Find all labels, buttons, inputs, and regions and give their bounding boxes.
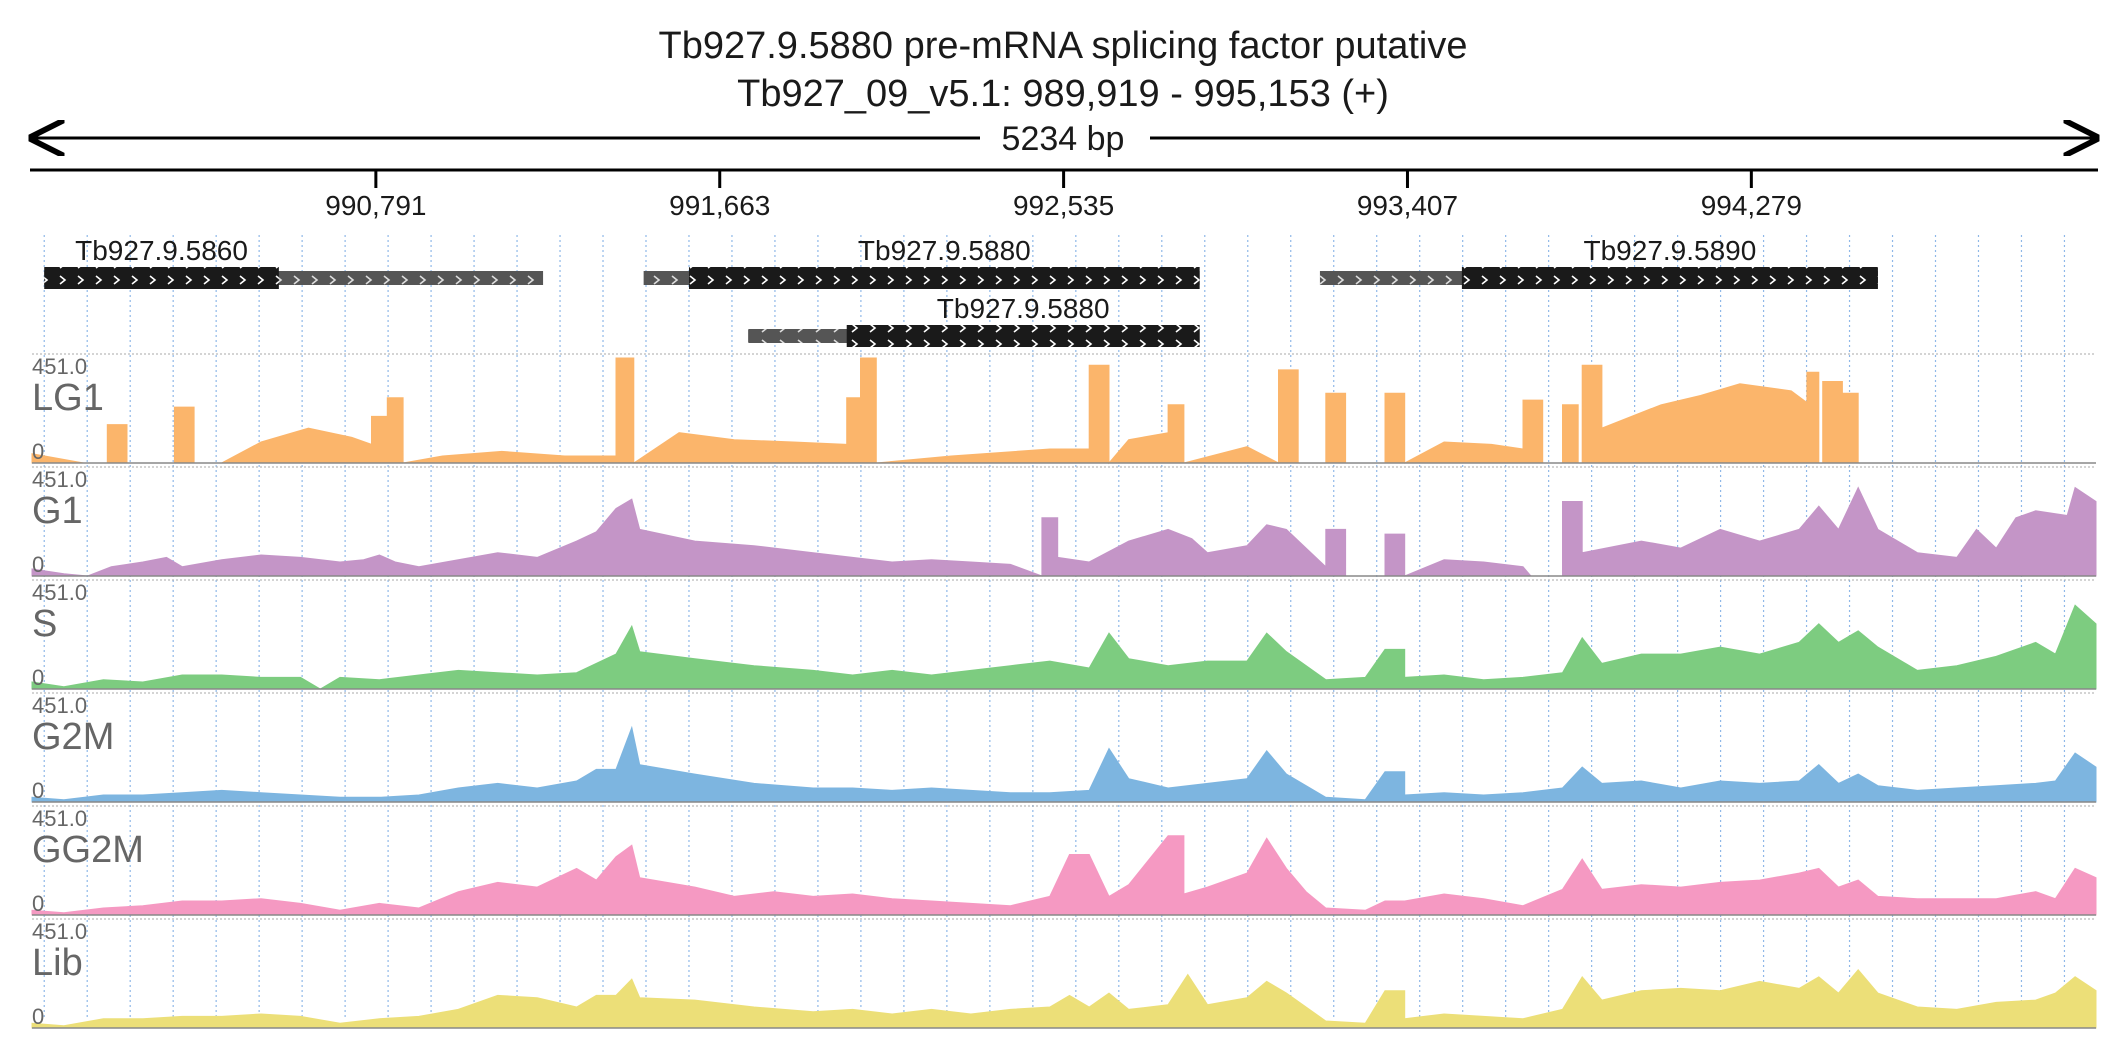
- track-max-label-4: 451.0: [32, 806, 87, 831]
- gene-label-0: Tb927.9.5860: [75, 235, 248, 266]
- track-max-label-0: 451.0: [32, 354, 87, 379]
- gene-location: Tb927_09_v5.1: 989,919 - 995,153 (+): [737, 73, 1389, 115]
- track-max-label-2: 451.0: [32, 580, 87, 605]
- coverage-tracks: 451.0LG10451.0G10451.0S0451.0G2M0451.0GG…: [31, 353, 2097, 1029]
- track-min-label-2: 0: [32, 665, 44, 690]
- coverage-area-GG2M: [31, 835, 2097, 916]
- track-min-label-5: 0: [32, 1004, 44, 1029]
- track-name-1: G1: [32, 490, 83, 532]
- track-max-label-1: 451.0: [32, 467, 87, 492]
- gene-cds-arrows-3: [846, 325, 1200, 347]
- x-tick-label-1: 991,663: [669, 190, 770, 221]
- x-tick-label-4: 994,279: [1701, 190, 1802, 221]
- coverage-area-Lib: [31, 969, 2097, 1029]
- track-min-label-0: 0: [32, 439, 44, 464]
- track-min-label-3: 0: [32, 778, 44, 803]
- x-tick-label-2: 992,535: [1013, 190, 1114, 221]
- x-ticks: 990,791 991,663 992,535 993,407 994,279: [325, 170, 1802, 221]
- gridlines: [43, 235, 2066, 1020]
- coverage-area-G2M: [31, 725, 2097, 803]
- track-max-label-5: 451.0: [32, 919, 87, 944]
- track-max-label-3: 451.0: [32, 693, 87, 718]
- gene-label-1: Tb927.9.5880: [858, 235, 1031, 266]
- gene-cds-arrows-2: [1461, 267, 1878, 289]
- track-name-4: GG2M: [32, 829, 144, 871]
- x-tick-label-3: 993,407: [1357, 190, 1458, 221]
- track-min-label-4: 0: [32, 891, 44, 916]
- coverage-area-LG1: [31, 357, 2096, 465]
- span-ruler: 5234 bp: [32, 120, 2096, 158]
- span-label: 5234 bp: [1002, 120, 1125, 158]
- gene-cds-arrows-1: [688, 267, 1200, 289]
- x-tick-label-0: 990,791: [325, 190, 426, 221]
- coverage-area-G1: [31, 486, 2097, 577]
- track-name-5: Lib: [32, 942, 83, 984]
- coverage-area-S: [31, 604, 2097, 690]
- gene-cds-arrows-0: [44, 267, 279, 289]
- gene-track: Tb927.9.5860 Tb927.9.5880 Tb927.9.5890 Tb92…: [44, 235, 1878, 347]
- gene-label-3: Tb927.9.5880: [937, 293, 1110, 324]
- track-name-2: S: [32, 603, 57, 645]
- track-name-0: LG1: [32, 377, 104, 419]
- track-name-3: G2M: [32, 716, 114, 758]
- track-min-label-1: 0: [32, 552, 44, 577]
- gene-label-2: Tb927.9.5890: [1584, 235, 1757, 266]
- gene-title: Tb927.9.5880 pre-mRNA splicing factor pu…: [659, 25, 1468, 67]
